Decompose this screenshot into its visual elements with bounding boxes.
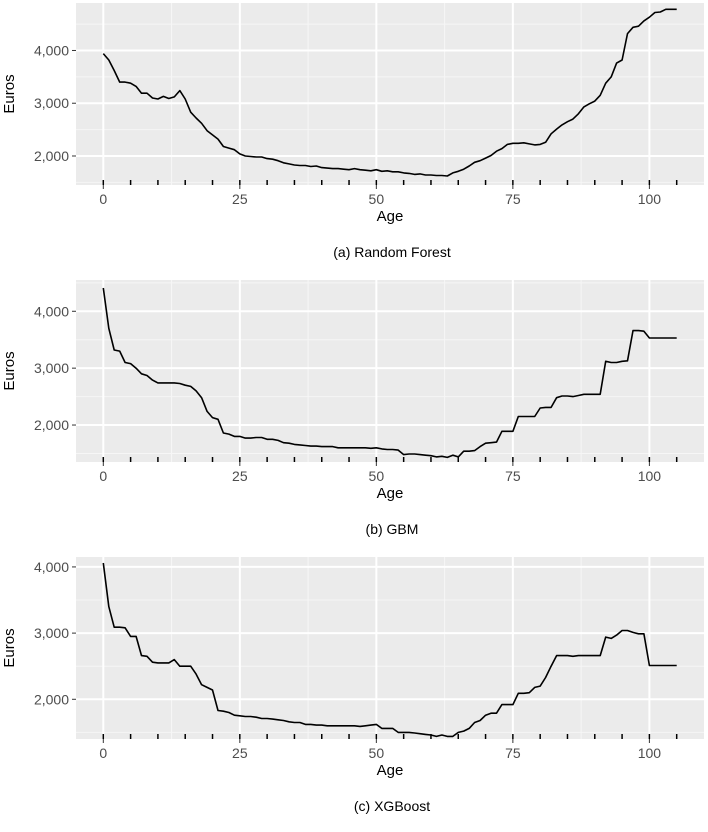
gbm-y-tick-label: 4,000 bbox=[34, 303, 69, 319]
random-forest-x-tick-label: 50 bbox=[369, 191, 385, 207]
xgboost-x-tick-label: 75 bbox=[505, 745, 521, 761]
gbm-x-tick-label: 75 bbox=[505, 468, 521, 484]
gbm-y-tick-label: 3,000 bbox=[34, 360, 69, 376]
random-forest-y-tick-label: 3,000 bbox=[34, 95, 69, 111]
gbm-x-axis-title: Age bbox=[377, 485, 404, 502]
xgboost-caption: (c) XGBoost bbox=[354, 798, 430, 814]
xgboost-x-tick-label: 100 bbox=[638, 745, 662, 761]
random-forest-y-tick-label: 4,000 bbox=[34, 42, 69, 58]
random-forest-series-line bbox=[102, 8, 677, 177]
gbm-caption: (b) GBM bbox=[366, 521, 419, 537]
xgboost-x-tick-label: 0 bbox=[99, 745, 107, 761]
gbm-x-tick-label: 0 bbox=[99, 468, 107, 484]
chart-panel-xgboost: 0 25 50 75 100 2,000 3,000 4,000 Age Euros (c) XGB… bbox=[0, 554, 708, 831]
random-forest-chart: 0 25 50 75 100 2,000 3,000 4,000 Age Euros (a) Ran… bbox=[1, 3, 704, 260]
random-forest-x-axis-title: Age bbox=[377, 208, 404, 225]
xgboost-y-tick-label: 2,000 bbox=[34, 691, 69, 707]
gbm-series-line bbox=[102, 287, 677, 459]
random-forest-x-tick-label: 75 bbox=[505, 191, 521, 207]
xgboost-plot-background bbox=[76, 557, 704, 739]
xgboost-y-tick-label: 3,000 bbox=[34, 625, 69, 641]
xgboost-x-axis-title: Age bbox=[377, 762, 404, 779]
random-forest-plot-background bbox=[76, 3, 704, 185]
gbm-chart: 0 25 50 75 100 2,000 3,000 4,000 Age Euros (b) GBM bbox=[1, 280, 704, 537]
chart-panel-gbm: 0 25 50 75 100 2,000 3,000 4,000 Age Euros (b) GBM bbox=[0, 277, 708, 554]
chart-panel-random-forest: 0 25 50 75 100 2,000 3,000 4,000 Age Euros (a) Ran… bbox=[0, 0, 708, 277]
gbm-y-tick-label: 2,000 bbox=[34, 417, 69, 433]
xgboost-y-axis-title: Euros bbox=[1, 628, 18, 667]
gbm-x-tick-label: 25 bbox=[232, 468, 248, 484]
gbm-y-axis-title: Euros bbox=[1, 351, 18, 390]
gbm-plot-background bbox=[76, 280, 704, 462]
random-forest-x-tick-label: 25 bbox=[232, 191, 248, 207]
xgboost-x-tick-label: 50 bbox=[369, 745, 385, 761]
random-forest-y-tick-label: 2,000 bbox=[34, 148, 69, 164]
random-forest-x-tick-label: 100 bbox=[638, 191, 662, 207]
gbm-x-tick-label: 50 bbox=[369, 468, 385, 484]
random-forest-x-tick-label: 0 bbox=[99, 191, 107, 207]
xgboost-x-tick-label: 25 bbox=[232, 745, 248, 761]
random-forest-y-axis-title: Euros bbox=[1, 74, 18, 113]
gbm-x-tick-label: 100 bbox=[638, 468, 662, 484]
xgboost-chart: 0 25 50 75 100 2,000 3,000 4,000 Age Euros (c) XGB… bbox=[1, 557, 704, 814]
xgboost-series-line bbox=[102, 562, 677, 738]
random-forest-caption: (a) Random Forest bbox=[333, 244, 451, 260]
xgboost-y-tick-label: 4,000 bbox=[34, 559, 69, 575]
